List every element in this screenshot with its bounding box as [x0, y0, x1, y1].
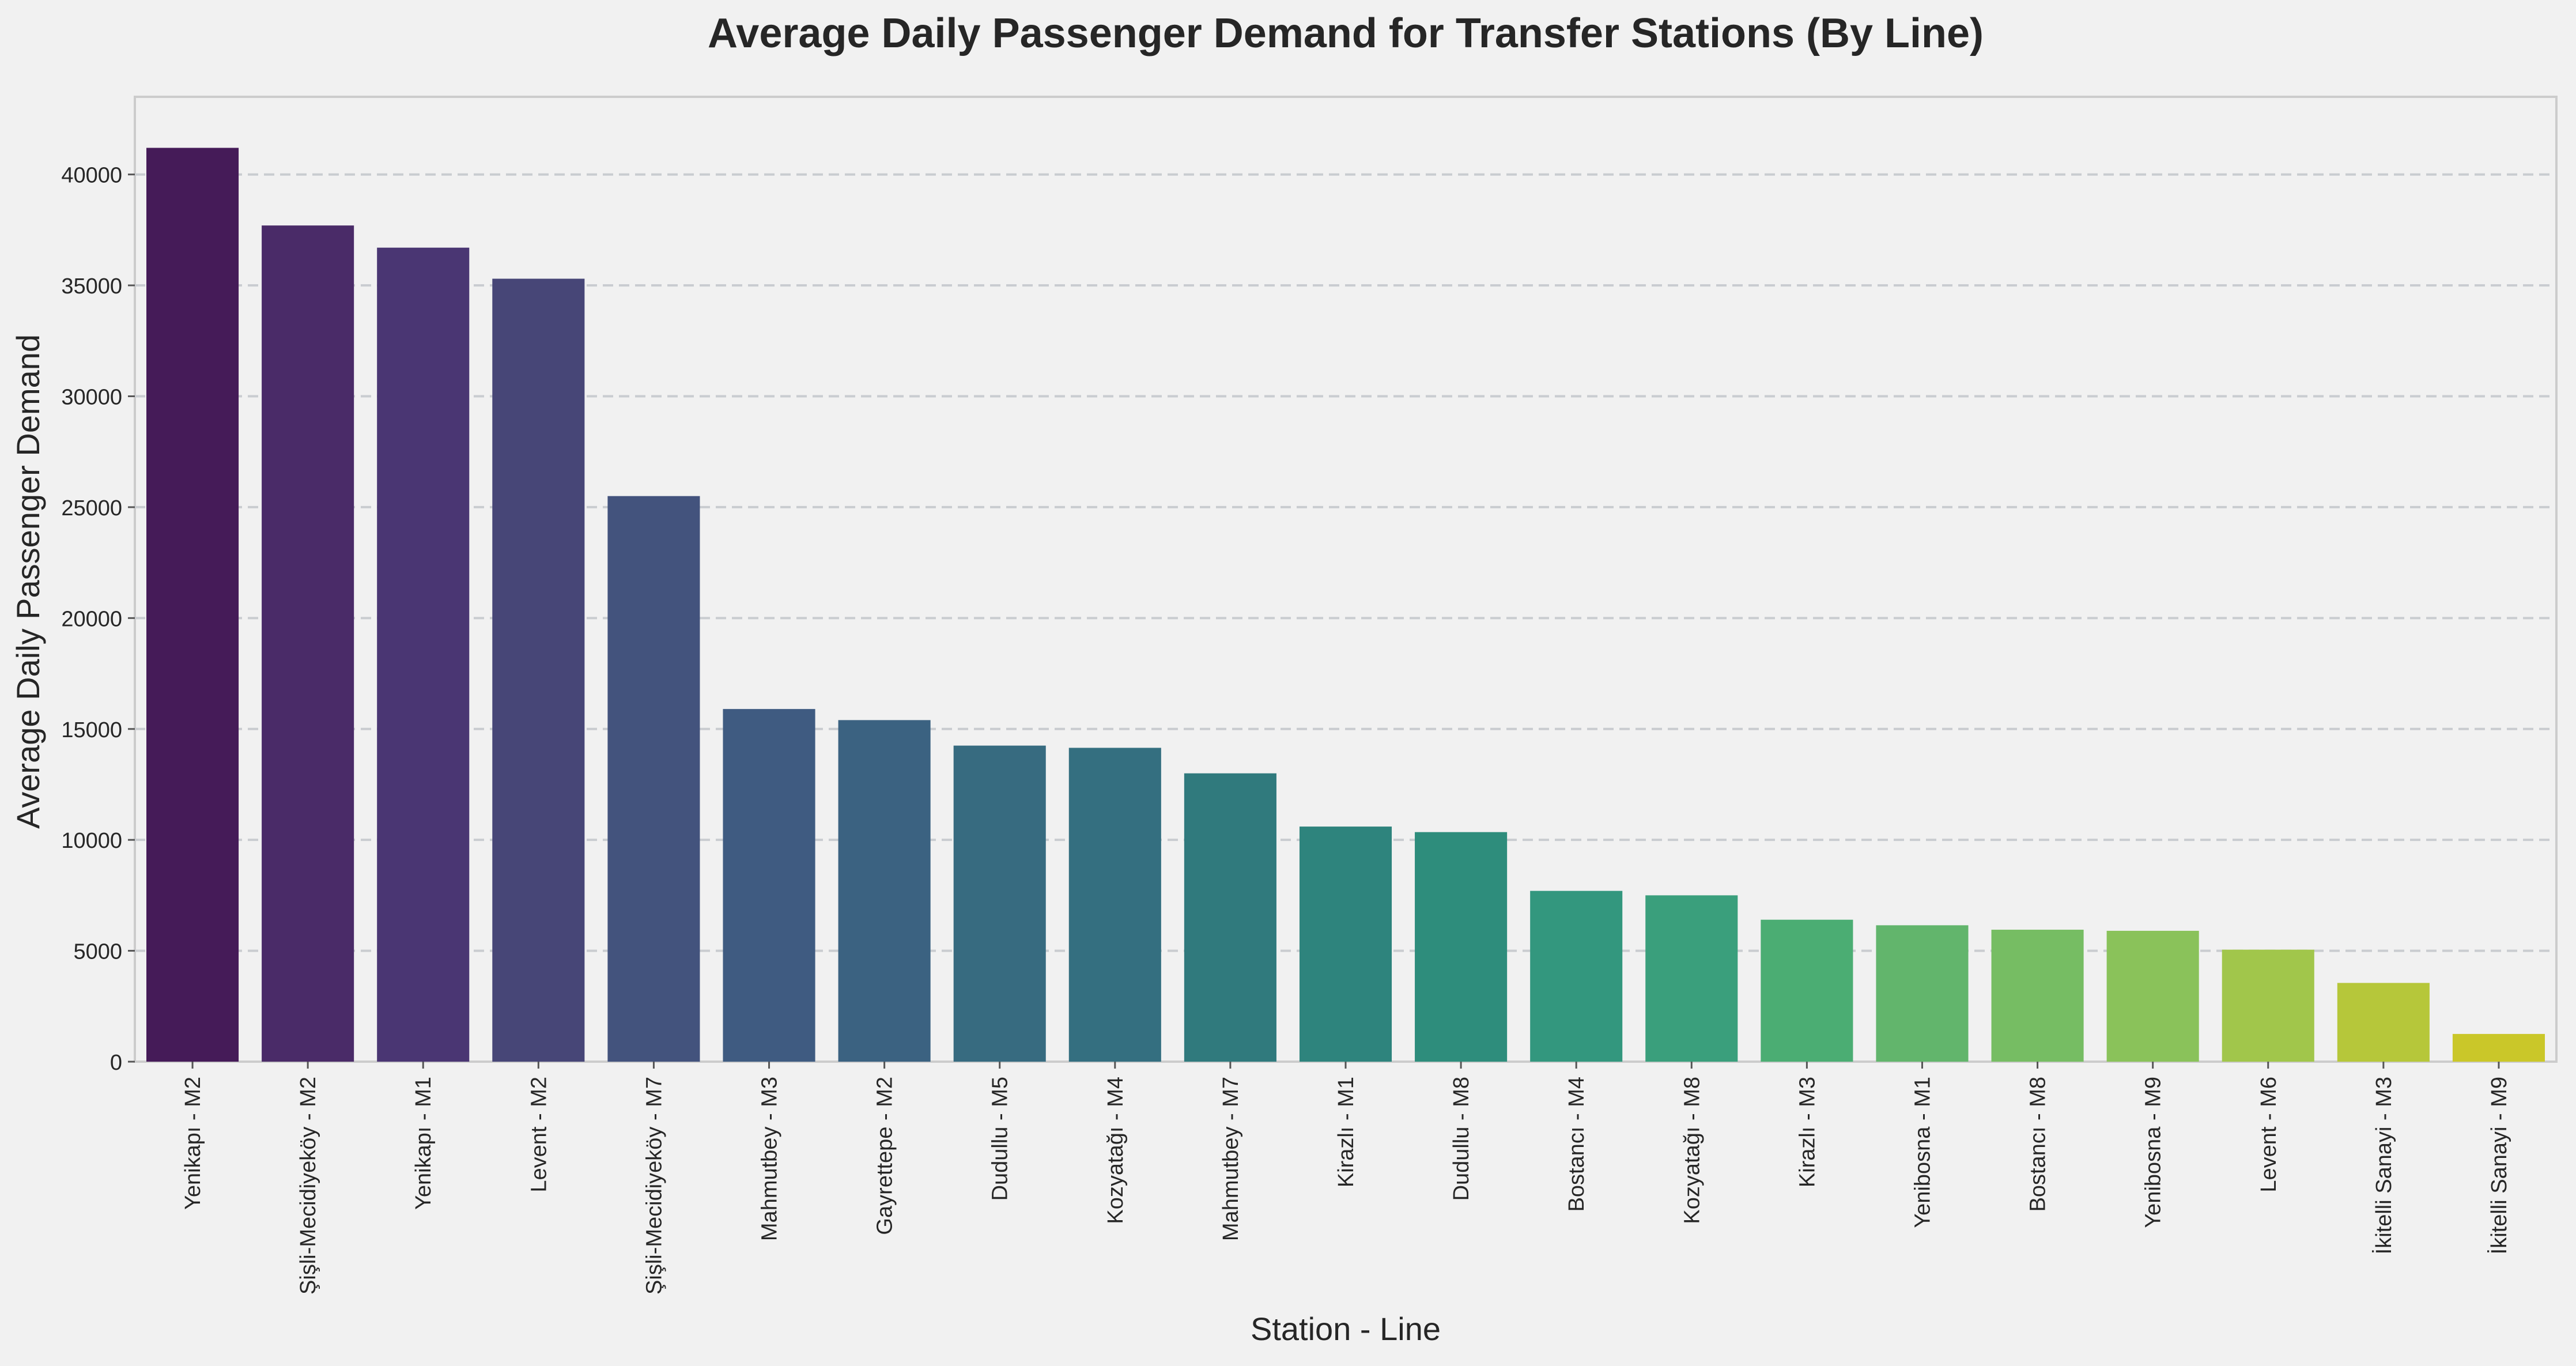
x-tick-label: Yenikapı - M2	[181, 1077, 205, 1210]
bar	[1876, 925, 1969, 1062]
bar	[2106, 930, 2199, 1062]
bar	[2222, 949, 2314, 1062]
x-tick-label: Kirazlı - M1	[1334, 1077, 1358, 1187]
x-tick-label: Yenibosna - M9	[2141, 1077, 2166, 1228]
y-tick-label: 25000	[61, 496, 122, 520]
bar	[1068, 748, 1161, 1062]
bar	[838, 720, 931, 1062]
y-tick-label: 30000	[61, 386, 122, 410]
x-tick-label: Kozyatağı - M4	[1104, 1077, 1128, 1224]
y-tick-label: 10000	[61, 829, 122, 853]
bar	[146, 148, 239, 1062]
bar	[492, 278, 585, 1062]
bar	[723, 709, 815, 1062]
bar	[607, 496, 700, 1062]
y-axis-label: Average Daily Passenger Demand	[10, 334, 46, 829]
bar	[262, 225, 354, 1062]
x-tick-label: Mahmutbey - M7	[1219, 1077, 1243, 1241]
bar	[2337, 983, 2430, 1062]
y-tick-label: 20000	[61, 607, 122, 631]
x-tick-label: Şişli-Mecidiyeköy - M2	[296, 1077, 320, 1295]
y-tick-label: 40000	[61, 164, 122, 188]
bar	[1415, 832, 1508, 1062]
bars	[146, 148, 2545, 1062]
x-tick-label: Dudullu - M5	[988, 1077, 1013, 1201]
bar	[953, 745, 1046, 1062]
x-tick-label: Dudullu - M8	[1449, 1077, 1474, 1201]
x-tick-label: Mahmutbey - M3	[758, 1077, 782, 1241]
bar	[1991, 930, 2084, 1062]
x-tick-label: Kozyatağı - M8	[1680, 1077, 1704, 1224]
x-tick-label: İkitelli Sanayi - M9	[2487, 1077, 2511, 1254]
x-tick-label: Yenibosna - M1	[1910, 1077, 1935, 1228]
bar	[2452, 1033, 2545, 1062]
bar	[1645, 895, 1738, 1062]
bar	[1299, 827, 1392, 1062]
y-tick-label: 0	[110, 1051, 122, 1075]
x-tick-label: Yenikapı - M1	[411, 1077, 436, 1210]
x-tick-label: Şişli-Mecidiyeköy - M7	[642, 1077, 666, 1295]
y-tick-label: 15000	[61, 718, 122, 742]
x-tick-label: Bostancı - M4	[1565, 1077, 1589, 1212]
x-tick-label: Bostancı - M8	[2026, 1077, 2050, 1212]
x-axis-label: Station - Line	[1251, 1311, 1441, 1347]
bar	[1530, 890, 1623, 1062]
x-tick-label: Kirazlı - M3	[1795, 1077, 1819, 1187]
x-tick-label: Gayrettepe - M2	[873, 1077, 897, 1235]
chart-title: Average Daily Passenger Demand for Trans…	[708, 10, 1984, 56]
y-tick-label: 5000	[73, 940, 122, 964]
y-axis-ticks: 0 5000 10000 15000 20000 25000 30000 35000 40000	[61, 164, 135, 1075]
bar	[377, 247, 470, 1062]
x-axis-ticks: Yenikapı - M2 Şişli-Mecidiyeköy - M2 Yenik…	[181, 1062, 2511, 1295]
bar	[1184, 773, 1276, 1062]
x-tick-label: Levent - M6	[2257, 1077, 2281, 1193]
bar	[1761, 919, 1853, 1062]
x-tick-label: İkitelli Sanayi - M3	[2371, 1077, 2396, 1254]
y-tick-label: 35000	[61, 274, 122, 299]
x-tick-label: Levent - M2	[527, 1077, 551, 1193]
